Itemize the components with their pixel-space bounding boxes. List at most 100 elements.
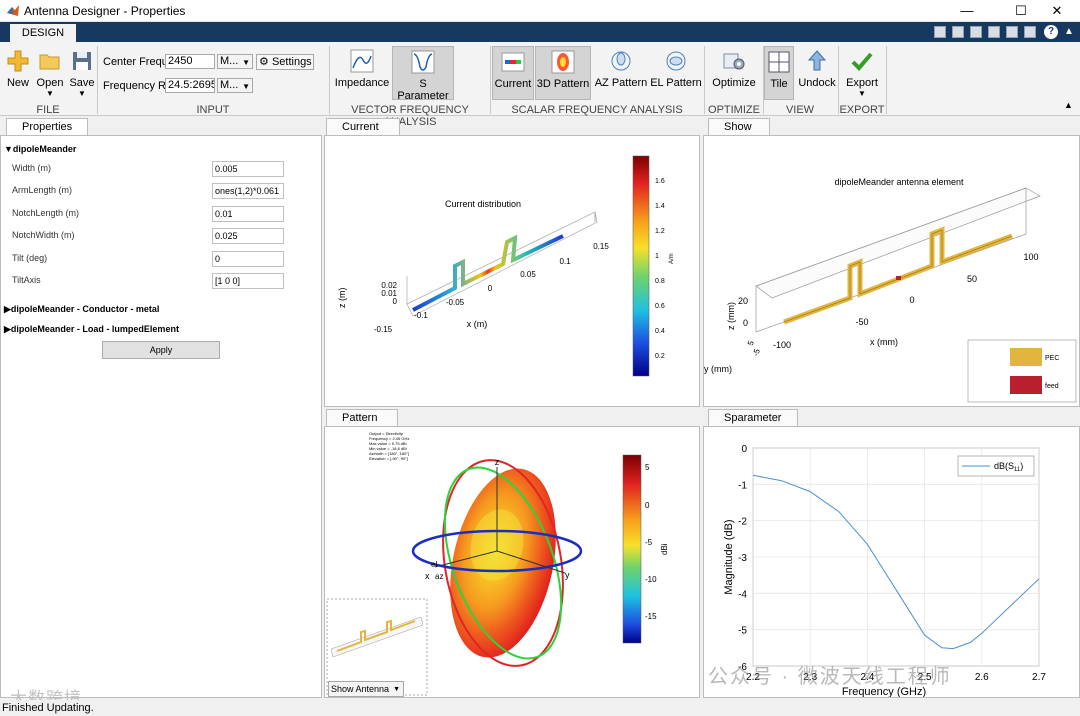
notch-width-input[interactable]: 0.025 (212, 228, 284, 244)
legend-label-feed: feed (1045, 383, 1059, 390)
tilt-axis-input[interactable]: [1 0 0] (212, 273, 284, 289)
new-button[interactable]: New (4, 48, 32, 89)
x-tick: -50 (855, 317, 868, 327)
axis-label-el: el (431, 560, 437, 569)
minimize-ribbon-icon[interactable]: ▲ (1064, 100, 1073, 110)
quick-access-icon[interactable] (1006, 26, 1018, 38)
tab-properties[interactable]: Properties (6, 118, 88, 136)
center-frequency-input[interactable]: 2450 (165, 54, 215, 69)
y-axis-line (496, 550, 566, 574)
apply-button[interactable]: Apply (102, 341, 220, 359)
field-label: Tilt (deg) (12, 253, 48, 263)
inset-antenna (336, 619, 416, 652)
colorbar-tick: 0.4 (655, 328, 665, 335)
s11-series-line (752, 474, 1040, 650)
tile-button[interactable]: Tile (764, 46, 794, 100)
section-conductor[interactable]: ▶dipoleMeander - Conductor - metal (4, 304, 159, 315)
window-title: Antenna Designer - Properties (24, 4, 186, 18)
z-tick: 0.02 (381, 281, 397, 290)
help-icon[interactable]: ? (1044, 25, 1058, 39)
open-label: Open (36, 77, 64, 89)
status-text: Finished Updating. (2, 702, 94, 714)
az-pattern-icon (611, 51, 631, 71)
x-tick: 50 (967, 274, 977, 284)
current-plot: Current distribution -0.1 -0.15 -0.05 0 … (337, 155, 675, 377)
divider (329, 46, 330, 114)
axis-label-y: y (565, 570, 570, 580)
field-label: NotchWidth (m) (12, 230, 75, 240)
group-file-label: FILE (36, 104, 60, 116)
quick-access-icon[interactable] (988, 26, 1000, 38)
az-pattern-label: AZ Pattern (594, 77, 648, 89)
section-load[interactable]: ▶dipoleMeander - Load - lumpedElement (4, 324, 179, 335)
z-axis-label: z (mm) (726, 302, 736, 330)
arm-length-input[interactable]: ones(1,2)*0.061 (212, 183, 284, 199)
pattern-panel: Output = Directivity Frequency = 2.45 GH… (324, 426, 700, 698)
impedance-button[interactable]: Impedance (334, 46, 390, 100)
close-button[interactable]: ✕ (1051, 3, 1063, 18)
undock-label: Undock (798, 77, 836, 89)
optimize-button[interactable]: Optimize (708, 46, 760, 100)
frequency-range-unit-select[interactable]: M... ▼ (217, 78, 253, 93)
quick-access-icon[interactable] (970, 26, 982, 38)
tab-design[interactable]: DESIGN (10, 24, 76, 42)
tab-current[interactable]: Current (326, 118, 400, 136)
section-title: dipoleMeander (12, 144, 77, 154)
frequency-range-input[interactable]: 24.5:2695 (165, 78, 215, 93)
tab-pattern[interactable]: Pattern (326, 409, 398, 427)
3d-pattern-button[interactable]: 3D Pattern (535, 46, 591, 100)
quick-access-icon[interactable] (952, 26, 964, 38)
maximize-button[interactable]: ☐ (1015, 3, 1027, 18)
colorbar-unit: A/m (669, 253, 675, 264)
tick-labels: 2.2 2.3 2.4 2.5 2.6 2.7 0 -1 -2 -3 -4 -5 -6 (738, 444, 1046, 683)
export-button[interactable]: Export ▼ (842, 46, 882, 104)
tab-show[interactable]: Show (708, 118, 770, 136)
settings-button[interactable]: ⚙ Settings (256, 54, 314, 70)
open-button[interactable]: Open ▼ (34, 48, 66, 98)
z-tick: 0.01 (381, 289, 397, 298)
group-export-label: EXPORT (839, 104, 885, 116)
quick-access-icon[interactable] (934, 26, 946, 38)
group-scalar-label: SCALAR FREQUENCY ANALYSIS (511, 104, 683, 116)
notch-length-input[interactable]: 0.01 (212, 206, 284, 222)
axis-label-z: z (495, 457, 500, 467)
quick-access-icon[interactable] (1024, 26, 1036, 38)
status-bar: Finished Updating. (0, 700, 1080, 716)
group-input-label: INPUT (196, 104, 230, 116)
chevron-down-icon: ▼ (78, 89, 86, 98)
y-axis-label: Magnitude (dB) (723, 519, 735, 594)
z-tick: 0 (393, 297, 398, 306)
pattern-info: Min value = -18.6 dBi (369, 446, 407, 451)
center-frequency-unit-select[interactable]: M... ▼ (217, 54, 253, 69)
minimize-button[interactable]: — (960, 3, 974, 18)
colorbar-tick: -5 (645, 538, 653, 547)
az-pattern-button[interactable]: AZ Pattern (594, 46, 648, 100)
undock-button[interactable]: Undock (796, 46, 838, 100)
y-tick-label: -5 (738, 626, 747, 637)
save-button[interactable]: Save ▼ (68, 48, 96, 98)
feed-point (896, 276, 901, 280)
colorbar-tick: 0 (645, 501, 650, 510)
s-parameter-button[interactable]: S Parameter (392, 46, 454, 102)
current-title: Current distribution (445, 199, 521, 209)
el-pattern-button[interactable]: EL Pattern (650, 46, 702, 100)
current-button[interactable]: Current (492, 46, 534, 100)
z-tick: 0 (743, 318, 748, 328)
legend-close: ) (1020, 461, 1023, 471)
x-axis-label: x (mm) (870, 337, 898, 347)
show-antenna-select[interactable]: Show Antenna ▼ (328, 681, 404, 697)
x-tick: 0 (488, 284, 493, 293)
divider (490, 46, 491, 114)
pattern-info: Max value = 5.75 dBi (369, 441, 407, 446)
section-dipole-meander[interactable]: ▼dipoleMeander (4, 144, 76, 154)
x-tick: -0.05 (446, 298, 465, 307)
group-optimize-label: OPTIMIZE (708, 104, 760, 116)
collapse-ribbon-icon[interactable]: ▲ (1064, 26, 1074, 37)
tilt-input[interactable]: 0 (212, 251, 284, 267)
x-tick: 0.05 (520, 270, 536, 279)
field-label: TiltAxis (12, 275, 41, 285)
tab-sparameter[interactable]: Sparameter (708, 409, 798, 427)
divider (97, 46, 98, 114)
width-input[interactable]: 0.005 (212, 161, 284, 177)
unit-value: M... (220, 55, 239, 67)
